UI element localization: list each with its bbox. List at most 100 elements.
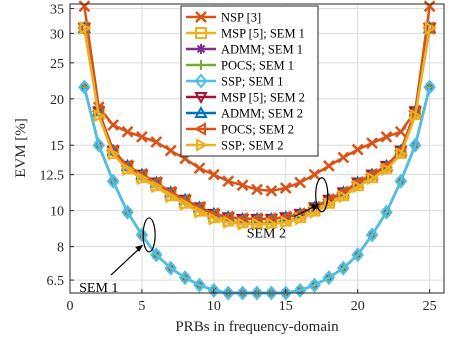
x-tick-label: 10: [207, 299, 221, 314]
legend-entry: ADMM; SEM 1: [186, 43, 303, 57]
x-marker: [150, 136, 163, 148]
legend: NSP [3] MSP [5]; SEM 1 ADMM; SEM 1 POCS; SE…: [180, 5, 319, 157]
x-marker: [323, 159, 335, 172]
triangle-right-marker: [352, 179, 365, 194]
plot-frame: [69, 3, 445, 294]
y-tick-label: 25: [50, 57, 64, 72]
triangle-right-marker: [93, 109, 106, 123]
diamond-marker: [365, 227, 379, 243]
diamond-marker: [106, 173, 120, 189]
diamond-marker: [150, 247, 163, 263]
series-group: [77, 0, 437, 301]
diamond-marker: [164, 260, 177, 276]
diamond-marker: [207, 282, 221, 298]
y-tick-label: 35: [50, 3, 64, 18]
triangle-right-marker: [424, 21, 437, 35]
square-marker: [195, 27, 207, 39]
x-marker: [193, 162, 206, 175]
annotation-label: SEM 1: [79, 281, 118, 296]
legend-label: ADMM; SEM 2: [221, 107, 303, 121]
triangle-right-marker: [208, 212, 221, 226]
triangle-right-marker: [180, 197, 193, 211]
triangle-right-marker: [280, 215, 293, 230]
diamond-marker: [279, 285, 293, 301]
tick-group: 0 5 10 15 20 25 6.5 8 10 12.5 15 20 25 30 35: [40, 3, 437, 314]
annotation-group: SEM 1 SEM 2: [79, 177, 329, 296]
diamond-marker: [337, 260, 350, 276]
legend-label: NSP [3]: [221, 11, 261, 25]
x-axis-title: PRBs in frequency-domain: [175, 319, 339, 335]
x-marker: [207, 168, 220, 181]
legend-label: MSP [5]; SEM 1: [221, 27, 305, 41]
x-marker: [294, 176, 307, 189]
triangle-right-marker: [252, 217, 265, 231]
annotation-arrow: [110, 246, 142, 276]
triangle-left-marker: [336, 185, 349, 200]
annotation-ellipse: [142, 217, 156, 253]
x-marker: [222, 175, 235, 188]
y-tick-label: 12.5: [40, 169, 65, 184]
diamond-marker: [322, 270, 336, 286]
x-tick-label: 5: [138, 299, 145, 314]
annotation-label: SEM 2: [247, 227, 286, 242]
triangle-right-marker: [136, 171, 149, 186]
legend-entry: SSP; SEM 2: [186, 138, 284, 153]
y-tick-label: 20: [50, 93, 64, 108]
annotation-ellipse: [315, 177, 329, 213]
triangle-left-marker: [163, 185, 176, 200]
diamond-marker: [135, 227, 149, 243]
diamond-marker: [408, 137, 422, 153]
x-marker: [107, 119, 120, 131]
triangle-right-marker: [151, 179, 164, 194]
series-9: [79, 21, 437, 231]
diamond-marker: [236, 285, 249, 301]
triangle-left-marker: [350, 175, 363, 190]
legend-label: MSP [5]; SEM 2: [221, 91, 305, 105]
diamond-marker: [293, 282, 307, 298]
legend-label: SSP; SEM 1: [221, 75, 284, 89]
diamond-marker: [351, 247, 364, 263]
triangle-right-marker: [237, 217, 250, 231]
legend-entry: POCS; SEM 1: [186, 59, 294, 73]
diamond-marker: [380, 204, 393, 220]
x-marker: [308, 168, 321, 181]
legend-entry: SSP; SEM 1: [186, 73, 284, 89]
legend-label: POCS; SEM 2: [221, 123, 294, 137]
x-tick-label: 20: [351, 299, 365, 314]
x-tick-label: 15: [279, 299, 293, 314]
triangle-up-marker: [194, 105, 208, 118]
x-marker: [236, 179, 249, 192]
series-1: [78, 0, 436, 197]
x-marker: [279, 182, 292, 194]
triangle-right-marker: [122, 162, 135, 177]
y-tick-label: 10: [50, 205, 64, 220]
diamond-marker: [265, 285, 278, 301]
y-axis-title: EVM [%]: [13, 118, 29, 178]
triangle-right-marker: [395, 147, 408, 161]
x-marker: [351, 143, 364, 156]
triangle-right-marker: [79, 21, 92, 35]
triangle-right-marker: [196, 138, 209, 152]
triangle-right-marker: [266, 217, 279, 231]
triangle-right-marker: [338, 190, 351, 204]
x-marker: [195, 11, 207, 23]
x-marker: [78, 0, 91, 13]
triangle-right-marker: [223, 215, 236, 230]
annotation-arrowhead: [135, 244, 144, 252]
diamond-marker: [308, 277, 321, 293]
legend-label: POCS; SEM 1: [221, 59, 294, 73]
y-tick-label: 15: [50, 139, 64, 154]
x-marker: [380, 130, 393, 143]
x-tick-label: 25: [423, 299, 437, 314]
legend-label: SSP; SEM 2: [221, 139, 284, 153]
annotation-arrowhead: [310, 203, 320, 211]
diamond-marker: [250, 285, 264, 301]
y-tick-label: 30: [50, 27, 64, 42]
legend-entry: POCS; SEM 2: [186, 122, 294, 137]
diamond-marker: [194, 73, 208, 89]
x-marker: [121, 125, 134, 138]
x-marker: [265, 185, 278, 197]
triangle-right-marker: [165, 190, 178, 204]
diamond-marker: [121, 204, 134, 220]
